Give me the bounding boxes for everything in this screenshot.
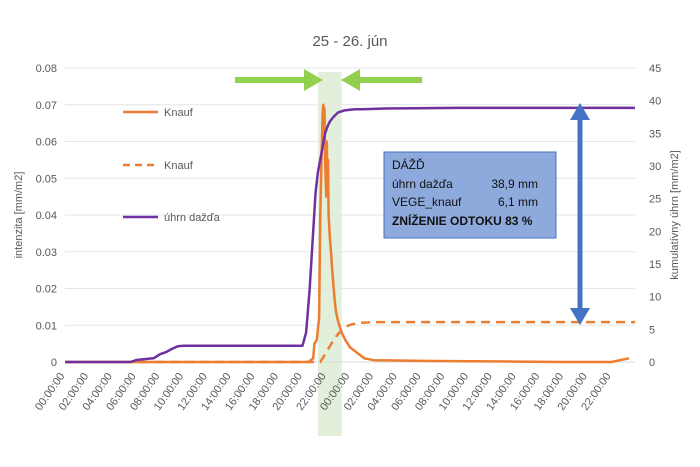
series-line-0 — [65, 103, 630, 364]
chart-title: 25 - 26. jún — [312, 33, 387, 50]
y-right-tick-label: 30 — [649, 161, 661, 173]
annotation-vege-label: VEGE_knauf — [392, 195, 462, 209]
y-right-tick-label: 25 — [649, 194, 661, 206]
y-right-tick-label: 35 — [649, 128, 661, 140]
legend-label: Knauf — [164, 107, 194, 119]
y-right-tick-label: 5 — [649, 324, 655, 336]
y-left-tick-label: 0 — [51, 357, 57, 369]
series-line-1 — [65, 320, 635, 364]
y-right-tick-label: 0 — [649, 357, 655, 369]
y-left-tick-label: 0.05 — [36, 173, 57, 185]
y-left-tick-label: 0.03 — [36, 247, 57, 259]
annotation-heading: DÁŽĎ — [392, 157, 425, 172]
legend: Knauf Knauf úhrn dažďa — [123, 107, 221, 224]
annotation-vege-value: 6,1 mm — [498, 195, 538, 209]
y-left-tick-label: 0.07 — [36, 100, 57, 112]
annotation-rain-label: úhrn dažďa — [392, 177, 453, 191]
legend-item-uhrn-dazda: úhrn dažďa — [123, 212, 221, 224]
y-left-tick-label: 0.04 — [36, 210, 57, 222]
annotation-rain-value: 38,9 mm — [491, 177, 538, 191]
legend-item-knauf-dashed: Knauf — [123, 160, 194, 172]
y-right-tick-label: 40 — [649, 96, 661, 108]
y-left-tick-label: 0.06 — [36, 137, 57, 149]
y-right-tick-label: 20 — [649, 226, 661, 238]
y-left-tick-label: 0.01 — [36, 320, 57, 332]
y-right-tick-label: 15 — [649, 259, 661, 271]
right-axis-ticks: 0 5 10 15 20 25 30 35 40 45 — [649, 63, 661, 369]
y-right-tick-label: 10 — [649, 292, 661, 304]
legend-item-knauf-solid: Knauf — [123, 107, 194, 119]
green-arrow-left — [235, 69, 323, 91]
y-right-tick-label: 45 — [649, 63, 661, 75]
highlight-band — [317, 72, 342, 436]
series-line-2 — [65, 106, 635, 364]
legend-label: úhrn dažďa — [164, 212, 221, 224]
blue-double-arrow — [570, 103, 590, 325]
annotation-box: DÁŽĎ úhrn dažďa 38,9 mm VEGE_knauf 6,1 m… — [383, 151, 557, 239]
y-left-tick-label: 0.02 — [36, 284, 57, 296]
annotation-reduction: ZNÍŽENIE ODTOKU 83 % — [392, 213, 533, 228]
y-left-tick-label: 0.08 — [36, 63, 57, 75]
series-layer — [65, 103, 635, 364]
left-axis-label: intenzita [mm/m2] — [13, 172, 25, 259]
left-axis-ticks: 0 0.01 0.02 0.03 0.04 0.05 0.06 0.07 0.08 — [36, 63, 57, 369]
right-axis-label: kumulatívny úhrn [mm/m2] — [669, 150, 681, 280]
green-arrow-right — [341, 69, 422, 91]
legend-label: Knauf — [164, 160, 194, 172]
